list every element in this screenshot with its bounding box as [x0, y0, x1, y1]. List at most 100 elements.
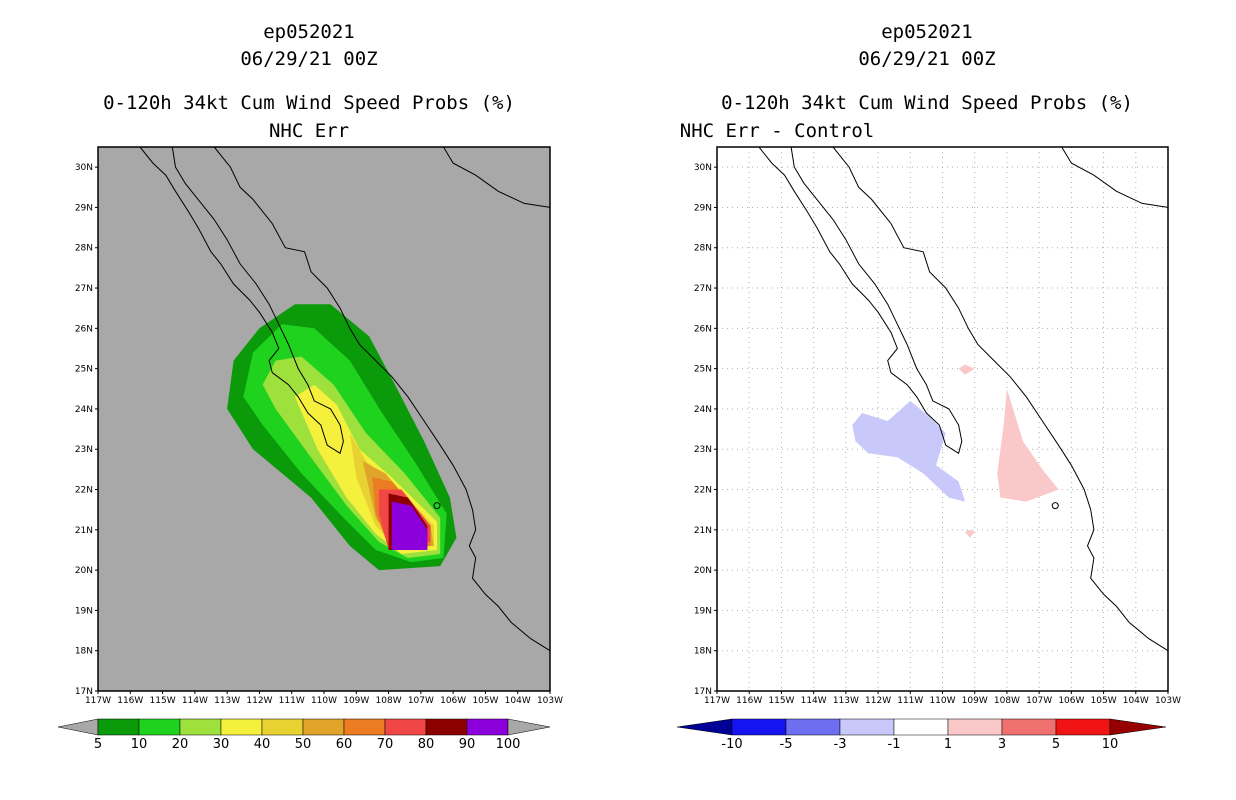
colorbar-swatch — [785, 718, 841, 736]
colorbar-label: 20 — [172, 737, 189, 752]
colorbar-swatch — [343, 718, 386, 736]
colorbar-swatch — [1055, 718, 1111, 736]
x-tick-label: 103W — [537, 696, 563, 706]
y-tick-label: 17N — [694, 687, 712, 697]
colorbar-swatch — [179, 718, 222, 736]
x-tick-label: 110W — [311, 696, 337, 706]
x-tick-label: 116W — [736, 696, 762, 706]
colorbar-label: 10 — [131, 737, 148, 752]
right-title-field: 0-120h 34kt Cum Wind Speed Probs (%) — [721, 92, 1133, 114]
left-title-date: 06/29/21 00Z — [240, 48, 378, 70]
colorbar-swatch — [97, 718, 140, 736]
colorbar-swatch — [731, 718, 787, 736]
x-tick-label: 109W — [343, 696, 369, 706]
right-title-sub: NHC Err - Control — [679, 120, 875, 142]
colorbar-label: 50 — [295, 737, 312, 752]
x-tick-label: 115W — [150, 696, 176, 706]
colorbar-label: 30 — [213, 737, 230, 752]
y-tick-label: 19N — [75, 606, 93, 616]
x-tick-label: 105W — [1091, 696, 1117, 706]
colorbar-label: 1 — [944, 737, 952, 752]
colorbar-label: -1 — [888, 737, 901, 752]
colorbar-arrow-low — [57, 718, 99, 736]
y-tick-label: 30N — [694, 163, 712, 173]
y-tick-label: 23N — [75, 445, 93, 455]
x-tick-label: 107W — [1026, 696, 1052, 706]
y-tick-label: 21N — [694, 526, 712, 536]
x-tick-label: 111W — [279, 696, 305, 706]
colorbar-swatch — [220, 718, 263, 736]
y-tick-label: 24N — [75, 405, 93, 415]
y-tick-label: 21N — [75, 526, 93, 536]
colorbar-label: 3 — [998, 737, 1006, 752]
contour-1 — [958, 364, 975, 375]
colorbar-swatch — [893, 718, 949, 736]
y-tick-label: 18N — [75, 647, 93, 657]
left-title-sub: NHC Err — [268, 120, 350, 142]
colorbar-label: -3 — [834, 737, 847, 752]
y-tick-label: 25N — [694, 365, 712, 375]
colorbar-swatch — [1001, 718, 1057, 736]
x-tick-label: 104W — [505, 696, 531, 706]
y-tick-label: 26N — [75, 324, 93, 334]
island-outline — [1051, 502, 1059, 510]
coastline-0 — [758, 146, 963, 455]
x-tick-label: 108W — [994, 696, 1020, 706]
y-tick-label: 17N — [75, 687, 93, 697]
colorbar-label: -5 — [780, 737, 793, 752]
coastline-0 — [139, 146, 344, 455]
colorbar-arrow-low — [676, 718, 733, 736]
x-tick-label: 106W — [440, 696, 466, 706]
colorbar-label: 5 — [1052, 737, 1060, 752]
colorbar-swatch — [947, 718, 1003, 736]
x-tick-label: 114W — [182, 696, 208, 706]
y-tick-label: 22N — [75, 486, 93, 496]
x-tick-label: 116W — [117, 696, 143, 706]
y-tick-label: 28N — [75, 244, 93, 254]
x-tick-label: 115W — [768, 696, 794, 706]
x-tick-label: 112W — [865, 696, 891, 706]
coastline-2 — [1061, 146, 1169, 208]
coastline-2 — [443, 146, 551, 208]
y-tick-label: 22N — [694, 486, 712, 496]
y-tick-label: 19N — [694, 606, 712, 616]
x-tick-label: 110W — [929, 696, 955, 706]
x-tick-label: 113W — [214, 696, 240, 706]
colorbar-label: 60 — [336, 737, 353, 752]
y-tick-label: 18N — [694, 647, 712, 657]
y-tick-label: 25N — [75, 365, 93, 375]
colorbar-swatch — [466, 718, 509, 736]
colorbar-label: 80 — [418, 737, 435, 752]
y-tick-label: 20N — [75, 566, 93, 576]
x-tick-label: 104W — [1123, 696, 1149, 706]
contour-1 — [965, 529, 975, 538]
x-tick-label: 112W — [246, 696, 272, 706]
colorbar-swatch — [425, 718, 468, 736]
y-tick-label: 24N — [694, 405, 712, 415]
y-tick-label: 29N — [75, 203, 93, 213]
x-tick-label: 105W — [472, 696, 498, 706]
x-tick-label: 117W — [85, 696, 111, 706]
y-tick-label: 27N — [75, 284, 93, 294]
y-tick-label: 28N — [694, 244, 712, 254]
colorbar-swatch — [138, 718, 181, 736]
colorbar-swatch — [839, 718, 895, 736]
colorbar-label: 40 — [254, 737, 271, 752]
right-title-date: 06/29/21 00Z — [858, 48, 996, 70]
colorbar-swatch — [261, 718, 304, 736]
left-title-field: 0-120h 34kt Cum Wind Speed Probs (%) — [103, 92, 515, 114]
island-outline — [433, 502, 441, 510]
x-tick-label: 107W — [408, 696, 434, 706]
y-tick-label: 29N — [694, 203, 712, 213]
colorbar-left: 5 10 20 30 40 50 60 70 80 90 100 — [57, 718, 551, 752]
x-tick-label: 108W — [376, 696, 402, 706]
x-tick-label: 106W — [1058, 696, 1084, 706]
left-title-storm: ep052021 — [263, 21, 355, 43]
colorbar-label: 10 — [1102, 737, 1119, 752]
colorbar-label: 90 — [459, 737, 476, 752]
colorbar-right: -10 -5 -3 -1 1 3 5 10 — [676, 718, 1167, 752]
y-tick-label: 26N — [694, 324, 712, 334]
map-background — [717, 147, 1168, 691]
colorbar-swatch — [302, 718, 345, 736]
